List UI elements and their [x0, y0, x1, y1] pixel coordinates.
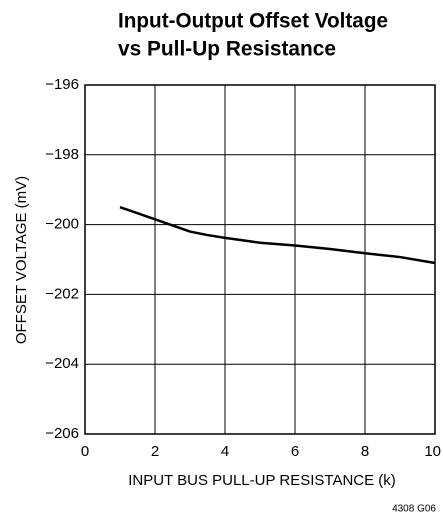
- plot-frame: [84, 84, 436, 435]
- y-axis-label: OFFSET VOLTAGE (mV): [13, 176, 30, 344]
- x-tick-label: 2: [151, 443, 159, 460]
- y-tick-label: −200: [45, 216, 79, 233]
- annotation: 4308 G06: [392, 504, 436, 515]
- chart-title: vs Pull-Up Resistance: [118, 38, 336, 61]
- x-tick-label: 6: [291, 443, 299, 460]
- y-tick-label: −204: [45, 355, 79, 372]
- chart-title: Input-Output Offset Voltage: [118, 10, 388, 33]
- x-tick-label: 10: [424, 443, 441, 460]
- y-tick-label: −202: [45, 285, 79, 302]
- x-axis-label: INPUT BUS PULL-UP RESISTANCE (k): [128, 472, 396, 489]
- x-tick-label: 8: [361, 443, 369, 460]
- data-line: [119, 205, 436, 265]
- y-tick-label: −196: [45, 76, 79, 93]
- y-tick-label: −198: [45, 146, 79, 163]
- x-tick-label: 0: [81, 443, 89, 460]
- y-tick-label: −206: [45, 425, 79, 442]
- x-tick-label: 4: [221, 443, 229, 460]
